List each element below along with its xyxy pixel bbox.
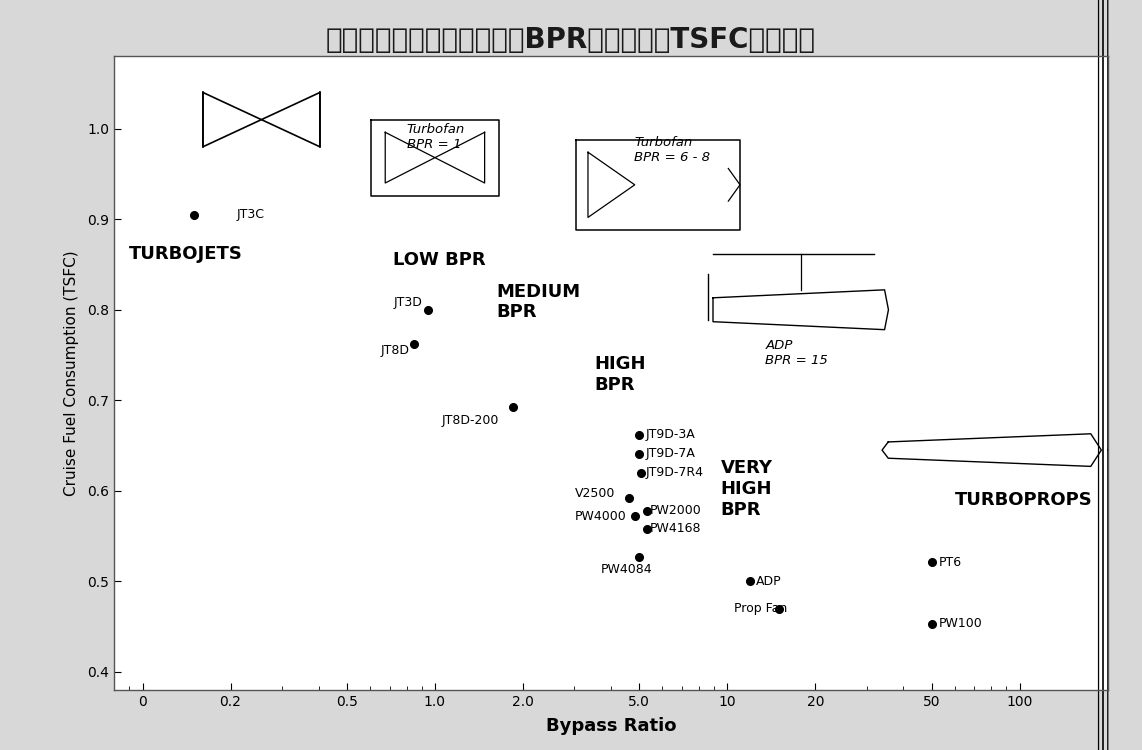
Text: VERY
HIGH
BPR: VERY HIGH BPR (721, 459, 773, 519)
Text: V2500: V2500 (574, 487, 614, 500)
Text: TURBOPROPS: TURBOPROPS (955, 490, 1093, 508)
Text: PW4000: PW4000 (574, 510, 626, 523)
Text: Turbofan
BPR = 6 - 8: Turbofan BPR = 6 - 8 (634, 136, 710, 164)
Text: LOW BPR: LOW BPR (393, 251, 485, 269)
Text: PW4168: PW4168 (650, 522, 701, 536)
Text: PT6: PT6 (939, 556, 963, 568)
Text: JT8D-200: JT8D-200 (441, 414, 499, 427)
Text: Prop Fan: Prop Fan (733, 602, 787, 615)
Text: ADP
BPR = 15: ADP BPR = 15 (765, 339, 828, 367)
Text: 图：各种发动机的洵道比（BPR）耗油率（TSFC）的比较: 图：各种发动机的洵道比（BPR）耗油率（TSFC）的比较 (325, 26, 817, 54)
Text: PW4084: PW4084 (601, 563, 653, 576)
Text: Turbofan
BPR = 1: Turbofan BPR = 1 (407, 123, 465, 152)
Text: HIGH
BPR: HIGH BPR (594, 355, 645, 394)
Text: JT9D-7R4: JT9D-7R4 (645, 466, 703, 479)
Text: JT8D: JT8D (380, 344, 409, 357)
Text: JT3C: JT3C (236, 209, 265, 221)
Text: JT9D-7A: JT9D-7A (645, 447, 695, 460)
X-axis label: Bypass Ratio: Bypass Ratio (546, 717, 676, 735)
Y-axis label: Cruise Fuel Consumption (TSFC): Cruise Fuel Consumption (TSFC) (64, 251, 79, 496)
Text: MEDIUM
BPR: MEDIUM BPR (496, 283, 580, 322)
Text: ADP: ADP (756, 574, 781, 588)
Text: TURBOJETS: TURBOJETS (129, 244, 243, 262)
Text: JT3D: JT3D (393, 296, 423, 309)
Text: PW100: PW100 (939, 617, 983, 631)
Text: JT9D-3A: JT9D-3A (645, 428, 695, 441)
Text: PW2000: PW2000 (650, 504, 702, 518)
